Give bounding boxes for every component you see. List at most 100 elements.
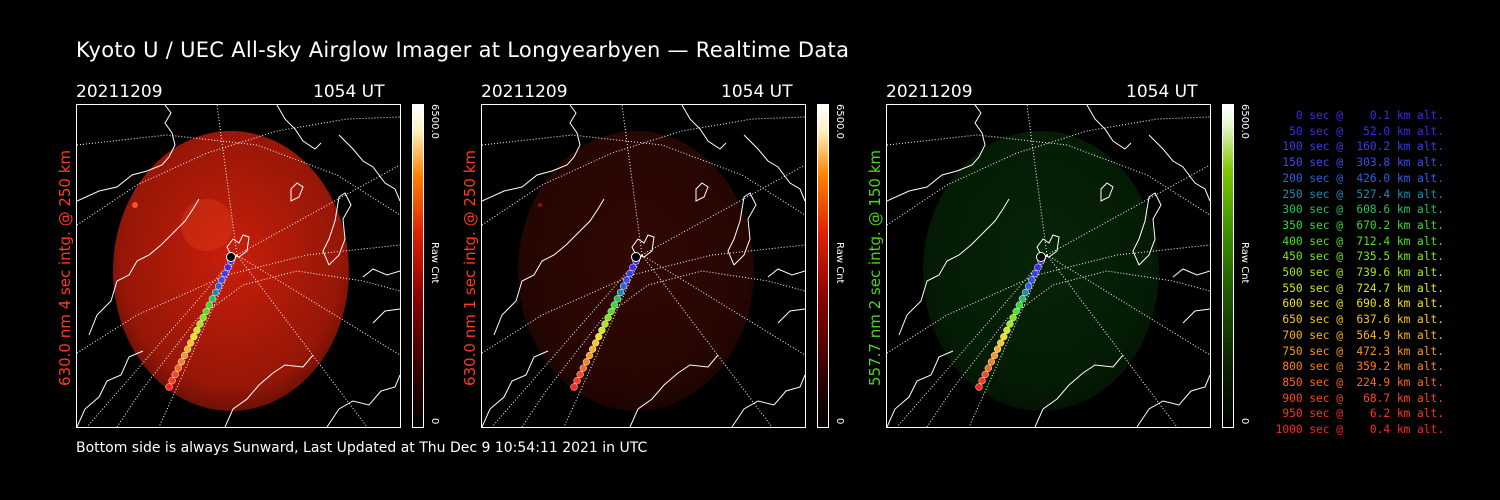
station-marker bbox=[226, 252, 236, 262]
trajectory-point bbox=[997, 339, 1005, 347]
trajectory-point bbox=[579, 364, 587, 372]
legend-row: 450 sec @ 735.5 km alt. bbox=[1275, 250, 1444, 264]
panel-3-colorbar-min: 0 bbox=[1239, 418, 1250, 425]
coastline bbox=[326, 374, 400, 427]
trajectory-point bbox=[582, 358, 591, 366]
panel-3-time: 1054 UT bbox=[1126, 82, 1198, 102]
grid-line bbox=[482, 116, 805, 226]
trajectory-point bbox=[180, 351, 189, 360]
trajectory-point bbox=[1024, 282, 1033, 290]
grid-line bbox=[77, 134, 400, 216]
trajectory-point bbox=[214, 282, 223, 290]
trajectory-point bbox=[978, 377, 986, 385]
page-title: Kyoto U / UEC All-sky Airglow Imager at … bbox=[76, 38, 850, 62]
legend-row: 200 sec @ 426.0 km alt. bbox=[1275, 171, 1444, 185]
grid-line bbox=[482, 134, 805, 216]
trajectory-point bbox=[1000, 332, 1008, 341]
coastline bbox=[629, 354, 719, 427]
airglow-sky-image bbox=[518, 131, 754, 411]
legend-row: 750 sec @ 472.3 km alt. bbox=[1275, 344, 1444, 358]
trajectory-point bbox=[592, 339, 600, 347]
panel-1-date: 20211209 bbox=[76, 82, 163, 102]
coastline bbox=[77, 105, 176, 202]
panel-2-colorbar-max: 6500.0 bbox=[834, 104, 845, 139]
trajectory-point bbox=[177, 358, 186, 366]
trajectory-point bbox=[202, 307, 210, 316]
legend-row: 400 sec @ 712.4 km alt. bbox=[1275, 234, 1444, 248]
trajectory-point bbox=[199, 314, 207, 322]
coastline bbox=[681, 105, 727, 150]
legend-row: 100 sec @ 160.2 km alt. bbox=[1275, 140, 1444, 154]
grid-line bbox=[896, 254, 1048, 427]
coastline bbox=[1148, 134, 1210, 202]
trajectory-point bbox=[607, 307, 615, 316]
trajectory-point bbox=[610, 301, 618, 309]
grid-line bbox=[1046, 164, 1210, 256]
trajectory-point bbox=[601, 320, 609, 328]
trajectory-point bbox=[1018, 295, 1027, 303]
coastline bbox=[224, 354, 314, 427]
trajectory-point bbox=[576, 370, 584, 379]
legend-row: 350 sec @ 670.2 km alt. bbox=[1275, 218, 1444, 232]
station-marker bbox=[631, 252, 641, 262]
trajectory-point bbox=[193, 326, 201, 334]
trajectory-point bbox=[171, 370, 179, 379]
panel-3-allsky-image bbox=[886, 104, 1211, 428]
trajectory-point bbox=[224, 263, 232, 271]
legend-row: 50 sec @ 52.0 km alt. bbox=[1275, 124, 1444, 138]
footer-update-note: Bottom side is always Sunward, Last Upda… bbox=[76, 440, 648, 456]
trajectory-point bbox=[168, 377, 176, 385]
panel-3-colorbar-unit: Raw Cnt bbox=[1239, 242, 1250, 284]
panel-1-colorbar-unit: Raw Cnt bbox=[429, 242, 440, 284]
trajectory-point bbox=[604, 314, 612, 322]
legend-row: 0 sec @ 0.1 km alt. bbox=[1275, 109, 1444, 122]
grid-line bbox=[641, 254, 805, 356]
coastline bbox=[482, 350, 549, 427]
airglow-spot bbox=[538, 203, 542, 207]
trajectory-point bbox=[598, 326, 606, 334]
panel-3-wavelength-label: 557.7 nm 2 sec intg. @ 150 km bbox=[866, 149, 884, 386]
grid-line bbox=[1046, 254, 1210, 356]
trajectory-point bbox=[165, 383, 173, 391]
legend-row: 650 sec @ 637.6 km alt. bbox=[1275, 313, 1444, 327]
trajectory-point bbox=[196, 320, 204, 328]
coastline bbox=[372, 308, 400, 324]
island-coastline bbox=[290, 182, 304, 202]
panel-1-map bbox=[77, 105, 400, 427]
legend-row: 1000 sec @ 0.4 km alt. bbox=[1275, 423, 1444, 437]
trajectory-point bbox=[187, 339, 195, 347]
lat-lon-grid bbox=[482, 105, 805, 427]
coastline bbox=[1182, 308, 1210, 324]
trajectory-point bbox=[585, 351, 594, 360]
coastlines bbox=[887, 105, 1210, 427]
legend-row: 150 sec @ 303.8 km alt. bbox=[1275, 156, 1444, 170]
legend-row: 700 sec @ 564.9 km alt. bbox=[1275, 328, 1444, 342]
trajectory-point bbox=[221, 269, 229, 278]
trajectory-point bbox=[1003, 326, 1011, 334]
panel-3-colorbar-max: 6500.0 bbox=[1239, 104, 1250, 139]
grid-line bbox=[887, 116, 1210, 226]
trajectory-point bbox=[205, 301, 213, 309]
panel-2-allsky-image bbox=[481, 104, 806, 428]
coastlines bbox=[482, 105, 805, 427]
coastline bbox=[777, 308, 805, 324]
panel-1-time: 1054 UT bbox=[313, 82, 385, 102]
trajectory-point bbox=[616, 288, 625, 297]
trajectory-point bbox=[619, 282, 628, 290]
grid-line bbox=[86, 254, 238, 427]
trajectory-point bbox=[573, 377, 581, 385]
coastline bbox=[1172, 268, 1210, 278]
station-marker bbox=[1036, 252, 1046, 262]
coastline bbox=[338, 134, 400, 202]
trajectory-point bbox=[570, 383, 578, 391]
airglow-bright-patch bbox=[181, 199, 233, 251]
trajectory-point bbox=[1006, 320, 1014, 328]
trajectory-point bbox=[623, 276, 631, 284]
trajectory-point bbox=[613, 295, 622, 303]
coastline bbox=[1136, 374, 1210, 427]
legend-row: 500 sec @ 739.6 km alt. bbox=[1275, 266, 1444, 280]
grid-line bbox=[621, 105, 643, 256]
trajectory-point bbox=[984, 364, 992, 372]
panel-2-colorbar-min: 0 bbox=[834, 418, 845, 425]
coastline bbox=[898, 198, 1010, 336]
